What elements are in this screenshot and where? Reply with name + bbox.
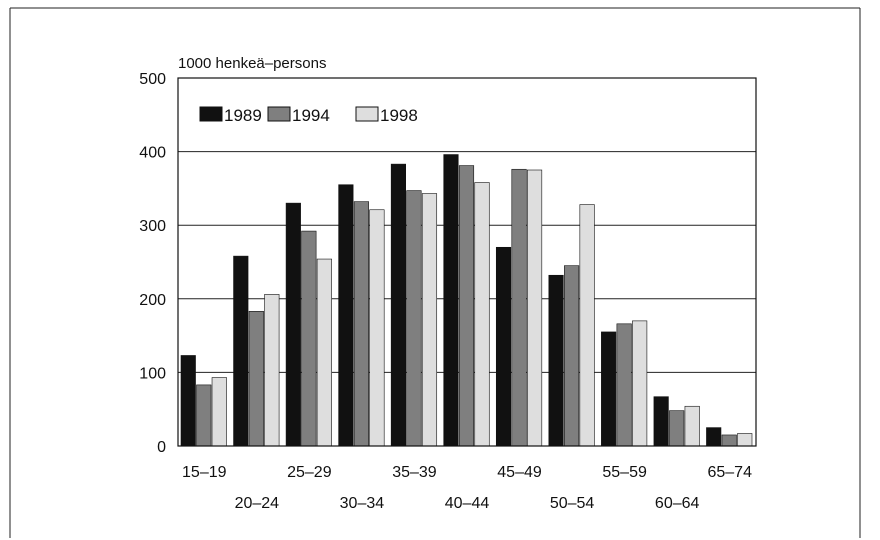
x-tick-label: 30–34 [340, 495, 385, 512]
bar-1994-65–74 [721, 434, 737, 447]
bar-1994-60–64 [669, 410, 685, 447]
y-tick-label: 0 [157, 439, 166, 456]
bar-1994-35–39 [406, 190, 422, 447]
x-tick-label: 65–74 [707, 464, 752, 481]
y-tick-label: 500 [139, 71, 166, 88]
x-tick-label: 20–24 [235, 495, 280, 512]
bar-1998-65–74 [737, 433, 753, 447]
bar-1989-20–24 [233, 255, 249, 447]
unit-label: 1000 henkeä–persons [178, 55, 326, 72]
x-tick-label: 50–54 [550, 495, 595, 512]
y-tick-label: 300 [139, 218, 166, 235]
bar-1998-25–29 [316, 258, 332, 447]
legend-swatch-1989 [199, 106, 223, 122]
x-tick-label: 55–59 [602, 464, 647, 481]
bar-1998-55–59 [632, 320, 648, 447]
bar-1994-30–34 [353, 201, 369, 447]
bar-1998-20–24 [264, 294, 280, 447]
bars [180, 154, 753, 447]
bar-1998-45–49 [527, 169, 543, 447]
y-axis: 0 100 200 300 400 500 [139, 71, 166, 456]
bar-1989-35–39 [390, 163, 406, 447]
legend-label-1994: 1994 [292, 106, 330, 125]
bar-1994-40–44 [458, 165, 475, 447]
bar-1989-45–49 [495, 246, 512, 447]
bar-1994-45–49 [511, 168, 527, 447]
bar-1998-35–39 [421, 193, 438, 447]
bar-1989-50–54 [548, 274, 564, 447]
bar-1989-65–74 [706, 427, 722, 447]
legend-swatch-1994 [267, 106, 291, 122]
plot-area [177, 77, 757, 447]
y-tick-label: 200 [139, 292, 166, 309]
x-tick-label: 45–49 [497, 464, 542, 481]
bar-1998-40–44 [474, 182, 490, 447]
bar-1989-60–64 [653, 396, 669, 447]
bar-1998-15–19 [211, 377, 227, 447]
x-tick-label: 35–39 [392, 464, 437, 481]
legend: 1989 1994 1998 [199, 106, 418, 125]
bar-1994-15–19 [196, 384, 212, 447]
bar-1998-50–54 [579, 204, 595, 447]
bar-1989-25–29 [285, 202, 301, 447]
x-tick-label: 40–44 [445, 495, 490, 512]
x-tick-label: 25–29 [287, 464, 332, 481]
y-tick-label: 400 [139, 145, 166, 162]
bar-1994-55–59 [616, 323, 632, 447]
bar-1994-20–24 [248, 311, 264, 447]
y-tick-label: 100 [139, 365, 166, 382]
x-tick-label: 15–19 [182, 464, 227, 481]
legend-label-1998: 1998 [380, 106, 418, 125]
legend-swatch-1998 [355, 106, 379, 122]
legend-label-1989: 1989 [224, 106, 262, 125]
bar-1989-30–34 [338, 184, 354, 447]
bar-1998-60–64 [684, 405, 700, 447]
bar-1994-50–54 [564, 265, 580, 447]
bar-1994-25–29 [301, 230, 317, 447]
bar-1989-55–59 [601, 331, 617, 447]
bar-1998-30–34 [369, 209, 385, 447]
bar-1989-15–19 [180, 355, 196, 447]
x-tick-label: 60–64 [655, 495, 700, 512]
x-axis: 15–19 20–24 25–29 30–34 35–39 40–44 45–49 50–54… [182, 464, 752, 512]
bar-1989-40–44 [443, 154, 459, 447]
